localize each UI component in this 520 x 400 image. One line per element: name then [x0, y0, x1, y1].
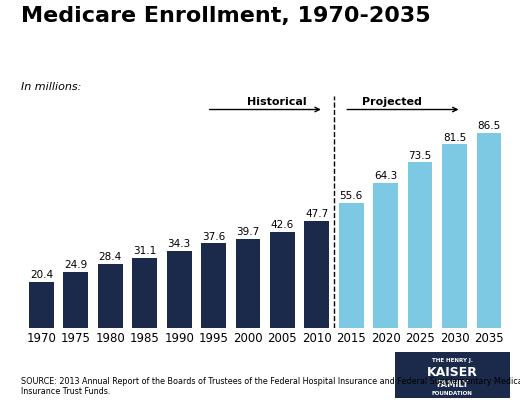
Bar [476, 133, 501, 328]
Bar [408, 162, 433, 328]
Text: 73.5: 73.5 [409, 151, 432, 161]
Text: In millions:: In millions: [21, 82, 81, 92]
Text: 28.4: 28.4 [99, 252, 122, 262]
Text: Projected: Projected [361, 97, 421, 107]
Text: 55.6: 55.6 [340, 191, 363, 201]
Text: 24.9: 24.9 [64, 260, 87, 270]
Text: THE HENRY J.: THE HENRY J. [432, 358, 473, 363]
Text: Historical: Historical [247, 97, 306, 107]
Text: FOUNDATION: FOUNDATION [432, 391, 473, 396]
Text: 39.7: 39.7 [237, 227, 259, 237]
Text: 34.3: 34.3 [167, 239, 191, 249]
Text: 86.5: 86.5 [477, 121, 501, 131]
Bar [270, 232, 295, 328]
Bar [373, 183, 398, 328]
Text: 47.7: 47.7 [305, 209, 329, 219]
Text: 31.1: 31.1 [133, 246, 157, 256]
Bar [63, 272, 88, 328]
Bar [201, 243, 226, 328]
Text: FAMILY: FAMILY [436, 380, 469, 389]
Text: KAISER: KAISER [427, 366, 478, 379]
Text: 37.6: 37.6 [202, 232, 225, 242]
Text: SOURCE: 2013 Annual Report of the Boards of Trustees of the Federal Hospital Ins: SOURCE: 2013 Annual Report of the Boards… [21, 377, 520, 396]
Bar [98, 264, 123, 328]
Text: 81.5: 81.5 [443, 133, 466, 143]
Text: 42.6: 42.6 [271, 220, 294, 230]
Bar [442, 144, 467, 328]
Bar [304, 220, 329, 328]
Text: 20.4: 20.4 [30, 270, 53, 280]
Bar [236, 238, 261, 328]
Bar [167, 251, 191, 328]
Text: 64.3: 64.3 [374, 171, 397, 181]
Text: Medicare Enrollment, 1970-2035: Medicare Enrollment, 1970-2035 [21, 6, 431, 26]
Bar [339, 203, 363, 328]
Bar [132, 258, 157, 328]
Bar [29, 282, 54, 328]
